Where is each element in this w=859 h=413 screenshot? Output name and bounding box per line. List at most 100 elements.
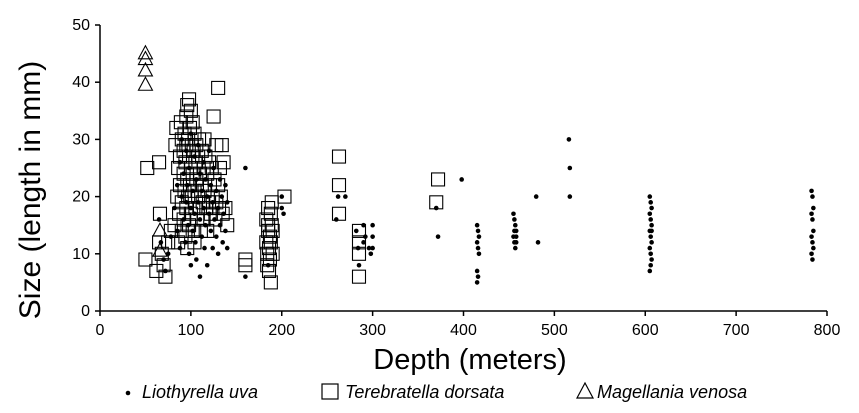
point-dot [649,205,654,211]
point-dot [648,234,654,239]
x-tick-label: 400 [450,322,477,339]
point-square [206,109,221,124]
point-dot [474,240,480,245]
point-dot [203,177,208,182]
x-tick-label: 800 [814,322,841,339]
point-square [277,189,292,204]
point-dot [199,234,205,239]
point-dot [210,245,215,251]
point-dot [811,228,816,234]
point-dot [192,211,197,217]
point-square [263,235,278,250]
point-dot [215,251,221,257]
y-axis-title: Size (length in mm) [14,61,47,319]
x-tick-label: 200 [268,322,295,339]
point-dot [511,211,516,217]
point-dot [649,257,654,262]
point-dot [474,280,480,285]
point-dot [343,194,348,199]
y-tick-label: 30 [72,131,90,148]
point-dot [809,234,814,239]
point-square [351,223,367,238]
point-dot [810,257,815,262]
legend-item: Magellania venosa [576,381,747,402]
series-dot [156,131,816,285]
point-dot [567,194,573,199]
point-square [192,166,208,181]
point-square [238,252,253,267]
point-dot [433,205,439,211]
point-square [331,178,347,193]
point-dot [809,211,814,217]
y-tick-label: 0 [81,303,90,320]
point-dot [195,142,201,148]
point-dot [177,245,183,251]
legend-label: Terebratella dorsata [345,382,504,402]
point-dot [533,194,539,199]
point-dot [217,222,223,228]
point-dot [188,205,194,211]
point-square [191,149,206,164]
point-dot [181,217,186,222]
point-dot [649,228,654,234]
point-dot [353,228,359,234]
point-dot [368,251,374,257]
point-dot [567,165,573,171]
point-dot [335,194,341,199]
point-dot [220,240,225,245]
point-dot [190,188,195,194]
point-dot [333,217,339,222]
y-ticks: 0 10 20 30 40 50 [72,17,100,320]
point-dot [185,222,191,228]
point-dot [163,268,168,274]
point-dot [203,222,208,228]
point-square [211,80,226,95]
legend-triangle-marker [576,381,594,399]
x-axis-title: Depth (meters) [373,344,566,376]
point-square [331,149,347,164]
y-tick-label: 40 [72,74,90,91]
point-dot [265,262,271,268]
point-dot [201,205,206,211]
point-square [208,212,223,227]
legend-item: Terebratella dorsata [321,382,504,402]
legend-dot-marker [125,390,131,396]
point-dot [476,251,482,257]
point-dot [181,171,186,177]
point-square [331,206,347,221]
point-dot [370,234,375,239]
point-dot [512,217,517,222]
point-dot [475,228,481,234]
point-square [202,178,218,193]
point-dot [476,234,482,239]
point-dot [195,200,201,205]
point-dot [370,222,375,228]
point-dot [177,159,183,165]
point-square [176,212,191,227]
x-tick-label: 300 [359,322,386,339]
point-dot [194,177,199,182]
point-dot [355,245,361,251]
point-dot [219,194,225,199]
point-dot [648,217,654,222]
point-square [183,103,198,118]
point-dot [224,200,230,205]
point-square [185,223,200,238]
point-dot [197,274,203,279]
point-dot [513,240,519,245]
y-tick-label: 20 [72,189,90,206]
point-dot [161,257,166,262]
point-square [169,120,184,136]
point-square [185,115,200,130]
point-dot [223,228,228,234]
point-dot [475,274,481,279]
point-dot [811,205,816,211]
point-dot [475,245,481,251]
point-dot [201,159,206,165]
plot-area [137,44,816,290]
point-dot [809,188,814,194]
point-dot [435,234,441,239]
point-square [182,218,197,233]
point-dot [243,274,248,279]
point-square [197,183,212,198]
